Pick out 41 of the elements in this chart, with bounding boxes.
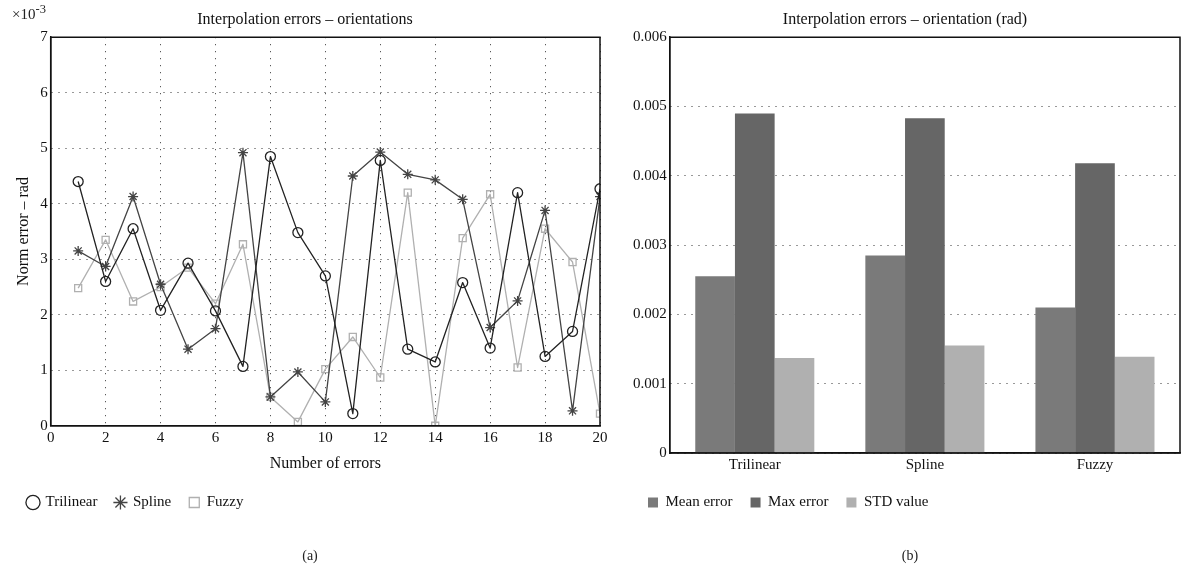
- y-tick-label: 6: [40, 83, 49, 100]
- x-tick-label: 2: [101, 428, 110, 445]
- x-axis-title: Number of errors: [269, 453, 381, 471]
- legend-label: Fuzzy: [206, 493, 244, 510]
- x-tick-label: 18: [537, 428, 553, 445]
- y-tick-label: 7: [40, 28, 49, 45]
- y-tick-label: 2: [40, 305, 48, 322]
- y-tick-label: 0.005: [633, 97, 667, 114]
- legend-label: Max error: [768, 493, 829, 510]
- legend-label: Spline: [132, 493, 172, 510]
- y-tick-label: 0.001: [633, 374, 667, 391]
- y-tick-label: 0.003: [633, 236, 667, 253]
- y-tick-label: 0: [659, 443, 667, 460]
- text: (a): [302, 548, 318, 564]
- x-tick-label: 20: [592, 428, 608, 445]
- x-tick-label: 14: [427, 428, 444, 445]
- x-tick-label: 10: [317, 428, 333, 445]
- legend-label: STD value: [863, 493, 929, 510]
- chart-title: Interpolation errors – orientations: [197, 9, 413, 28]
- y-tick-label: 0.004: [633, 166, 668, 183]
- x-tick-label: 12: [372, 428, 388, 445]
- x-tick-label: 16: [482, 428, 499, 445]
- legend-label: Mean error: [665, 493, 733, 510]
- chart-title: Interpolation errors – orientation (rad): [782, 9, 1028, 28]
- x-tick-label: 6: [211, 428, 220, 445]
- x-tick-label: 8: [266, 428, 275, 445]
- y-tick-label: 0.002: [633, 305, 667, 322]
- x-tick-label: 4: [156, 428, 165, 445]
- y-tick-label: 3: [40, 250, 48, 267]
- legend-label: Trilinear: [45, 493, 98, 510]
- y-tick-label: 5: [40, 139, 48, 156]
- x-tick-label: Spline: [905, 455, 945, 472]
- y-tick-label: 4: [40, 194, 49, 211]
- x-tick-label: Fuzzy: [1076, 455, 1114, 472]
- y-tick-label: 0.006: [633, 28, 668, 45]
- y-tick-label: 1: [40, 361, 48, 378]
- text: (b): [901, 548, 919, 564]
- text: ×10$^{-3}$: [12, 2, 46, 23]
- y-tick-label: 0: [40, 416, 48, 433]
- y-axis-title: Norm error – rad: [13, 177, 31, 286]
- x-tick-label: Trilinear: [728, 455, 781, 472]
